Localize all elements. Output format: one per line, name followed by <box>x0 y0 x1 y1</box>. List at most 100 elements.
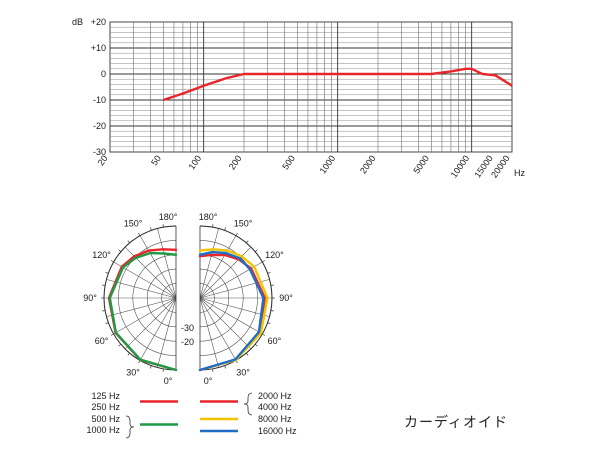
angle-label-120-left: 120° <box>92 250 111 260</box>
left-outer-tick <box>118 344 122 347</box>
right-spoke <box>199 228 219 299</box>
legend-label-left-0-1: 250 Hz <box>91 402 120 412</box>
x-tick-label: 20 <box>96 153 110 167</box>
right-outer-tick <box>254 249 258 252</box>
left-spoke <box>124 297 177 350</box>
x-tick-label: 5000 <box>411 153 431 175</box>
radial-label: -30 <box>181 323 194 333</box>
left-outer-tick <box>110 260 114 263</box>
left-spoke <box>106 279 177 299</box>
left-outer-tick <box>127 352 130 356</box>
y-tick-label: +20 <box>91 17 106 27</box>
left-outer-tick <box>162 368 164 372</box>
angle-label-90-left: 90° <box>83 293 97 303</box>
angle-label-120-right: 120° <box>265 250 284 260</box>
legend-label-left-1-1: 1000 Hz <box>86 425 120 435</box>
left-spoke <box>139 297 177 361</box>
left-outer-tick <box>118 249 122 252</box>
right-outer-tick <box>267 272 271 274</box>
angle-label-30-left: 30° <box>126 367 140 377</box>
right-outer-tick <box>262 260 266 263</box>
y-tick-label: +10 <box>91 43 106 53</box>
right-outer-tick <box>267 322 271 324</box>
right-spoke <box>199 297 270 317</box>
x-tick-label: 10000 <box>449 153 472 179</box>
right-outer-tick <box>224 365 226 369</box>
right-spoke <box>199 297 252 350</box>
x-tick-label: 100 <box>186 153 203 171</box>
left-outer-tick <box>102 284 106 286</box>
x-tick-label: 1000 <box>318 153 338 175</box>
left-outer-tick <box>150 227 152 231</box>
left-outer-tick <box>138 232 141 236</box>
legend-label-right-1-0: 8000 Hz <box>258 414 292 424</box>
legend-label-right-0-1: 4000 Hz <box>258 402 292 412</box>
legend-label-left-0-0: 125 Hz <box>91 391 120 401</box>
right-outer-tick <box>262 333 266 336</box>
x-tick-label: 500 <box>280 153 297 171</box>
left-spoke <box>106 297 177 317</box>
left-polar-curve-1 <box>108 251 178 372</box>
x-tick-label: 20000 <box>489 153 512 179</box>
left-polar-curve-0 <box>107 248 178 372</box>
legend-brace-left-1 <box>125 415 135 439</box>
right-outer-tick <box>212 224 214 228</box>
angle-label-90-right: 90° <box>279 293 293 303</box>
polar-pattern-chart: 0° 0° 30° 30° 60° 60° 90° 90° 120° 120° 150° 150° 18… <box>83 212 293 386</box>
angle-label-30-right: 30° <box>236 367 250 377</box>
angle-label-0-left: 0° <box>164 376 173 386</box>
y-tick-label: 0 <box>101 69 106 79</box>
y-tick-label: -10 <box>93 95 106 105</box>
y-tick-label: -30 <box>93 147 106 157</box>
right-spoke <box>199 261 263 299</box>
right-outer-tick <box>246 352 249 356</box>
right-outer-tick <box>212 368 214 372</box>
radial-label: -20 <box>181 337 194 347</box>
left-outer-tick <box>150 365 152 369</box>
right-outer-tick <box>235 232 238 236</box>
left-outer-tick <box>110 333 114 336</box>
left-outer-tick <box>105 272 109 274</box>
right-polar-curve-2 <box>198 250 265 372</box>
right-polar-curve-1 <box>198 248 269 372</box>
x-axis-label: Hz <box>514 168 525 178</box>
right-outer-tick <box>246 240 249 244</box>
right-outer-tick <box>270 310 274 312</box>
legend-label-left-1-0: 500 Hz <box>91 414 120 424</box>
angle-label-150-left: 150° <box>124 219 143 229</box>
left-spoke <box>157 297 177 368</box>
y-axis-label: dB <box>72 17 83 27</box>
pattern-label: カーディオイド <box>404 415 509 431</box>
right-outer-tick <box>254 344 258 347</box>
response-curve-0 <box>162 67 513 102</box>
right-outer-tick <box>270 284 274 286</box>
x-tick-label: 2000 <box>358 153 378 175</box>
left-outer-tick <box>105 322 109 324</box>
angle-label-150-right: 150° <box>234 219 253 229</box>
left-spoke <box>113 297 177 335</box>
right-outer-tick <box>224 227 226 231</box>
frequency-response-chart: +20 +10 0 -10 -20 -30 dB 20 50 100 200 500 1000 2000 5… <box>72 17 525 180</box>
angle-label-0-right: 0° <box>204 376 213 386</box>
left-spoke <box>157 228 177 299</box>
plot-frame <box>109 21 513 153</box>
right-spoke <box>199 235 237 299</box>
x-tick-label: 200 <box>227 153 244 171</box>
left-outer-tick <box>127 240 130 244</box>
legend-label-right-2-0: 16000 Hz <box>258 426 297 436</box>
x-tick-label: 50 <box>149 153 163 167</box>
left-outer-tick <box>162 224 164 228</box>
angle-label-180-left: 180° <box>159 212 178 222</box>
left-outer-tick <box>102 310 106 312</box>
legend-brace-right-0 <box>243 392 253 416</box>
angle-label-60-left: 60° <box>95 336 109 346</box>
y-tick-label: -20 <box>93 121 106 131</box>
right-spoke <box>199 297 219 368</box>
angle-label-60-right: 60° <box>268 336 282 346</box>
angle-label-180-right: 180° <box>199 212 218 222</box>
legend-label-right-0-0: 2000 Hz <box>258 391 292 401</box>
center-gap <box>178 218 198 380</box>
right-spoke <box>199 297 263 335</box>
